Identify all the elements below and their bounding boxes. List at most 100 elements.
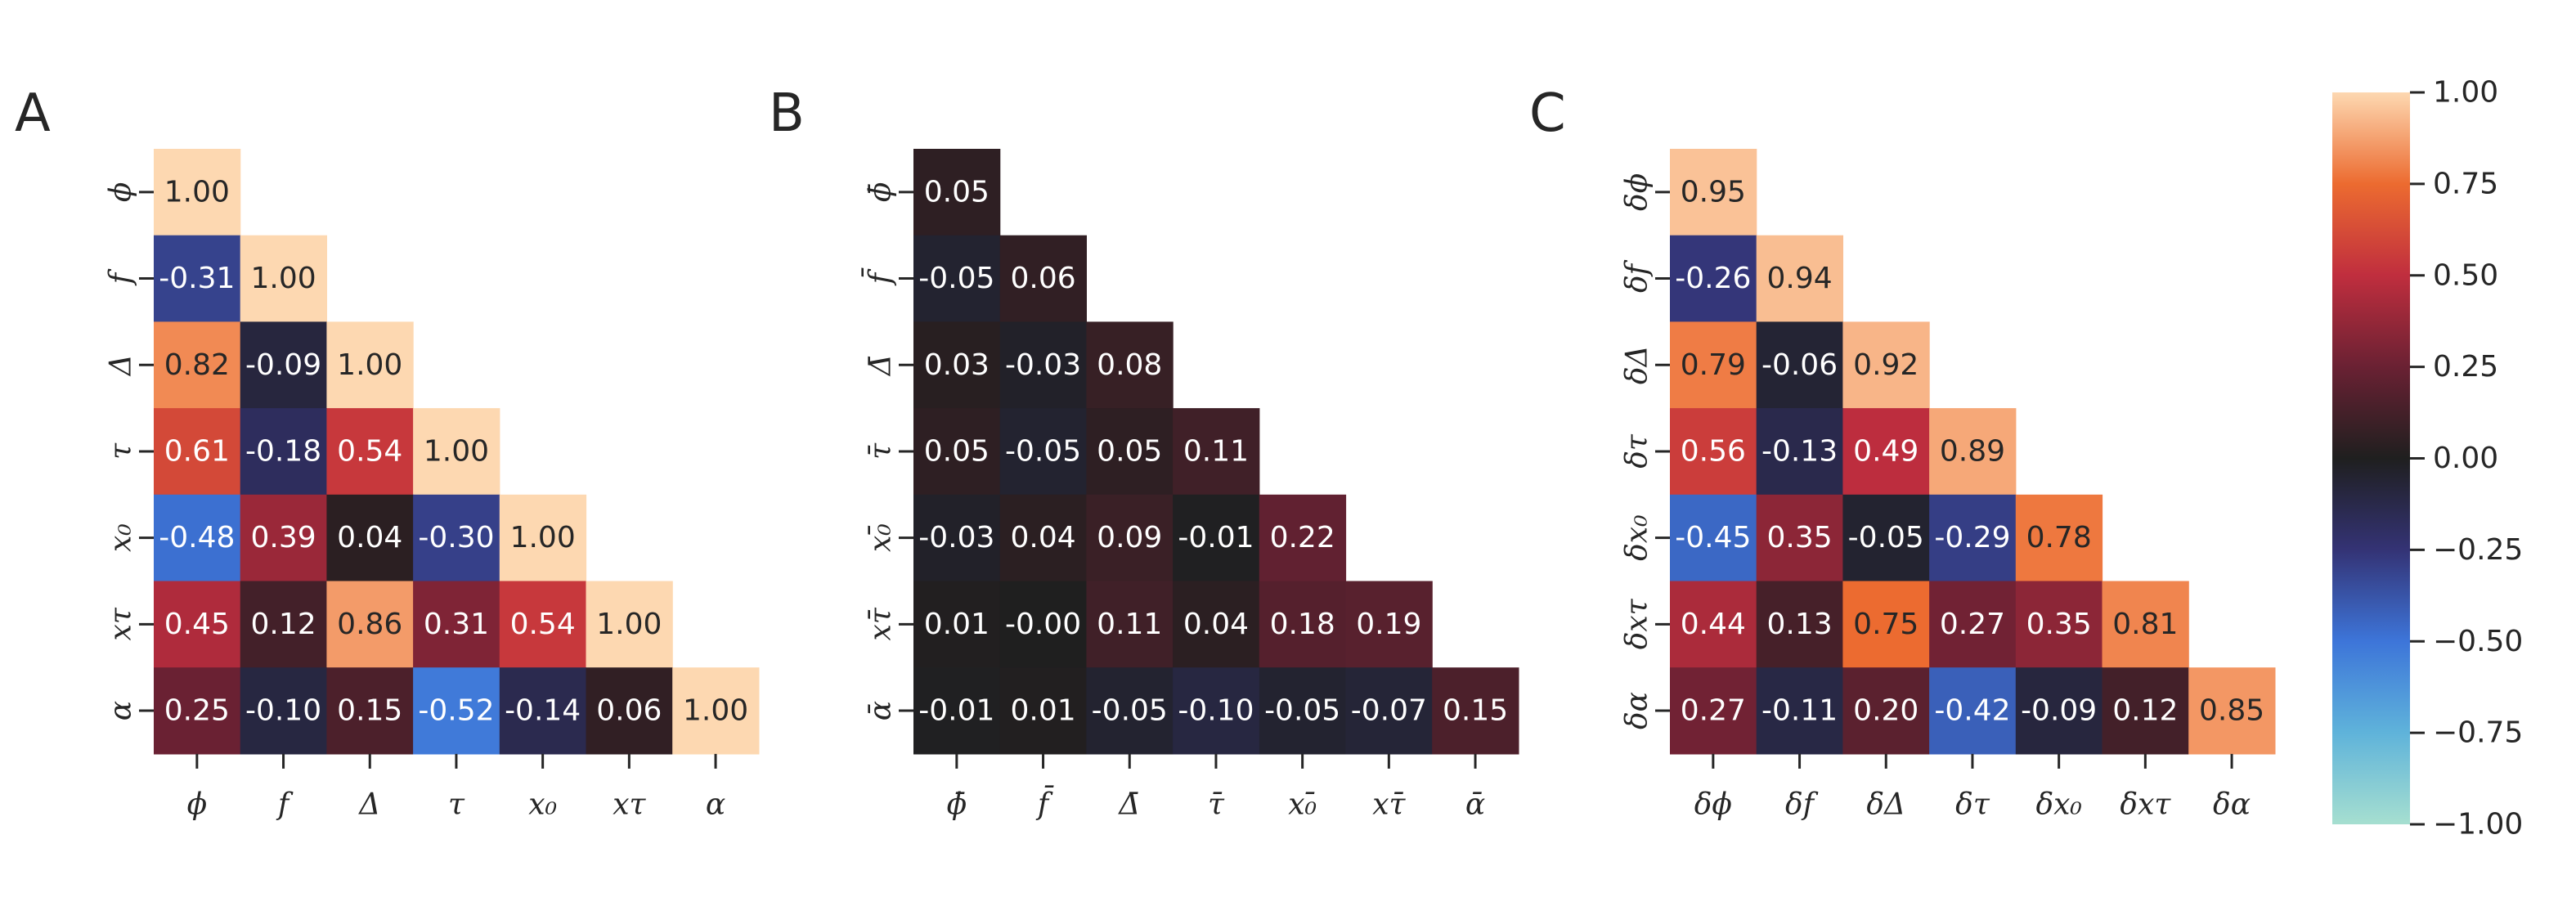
heatmap-cell	[1670, 321, 1757, 409]
x-tick-label: x₀̄	[1288, 788, 1317, 821]
colorbar-tick-label: −1.00	[2433, 808, 2523, 841]
heatmap-cell	[913, 667, 1001, 755]
cell-value-label: 0.78	[2026, 521, 2092, 554]
cell-value-label: 0.81	[2112, 608, 2178, 641]
heatmap-cell	[999, 581, 1087, 668]
heatmap-cell	[240, 408, 327, 496]
x-tick-label: x₀	[528, 788, 557, 821]
cell-value-label: 0.31	[424, 608, 489, 641]
cell-value-label: 0.35	[1766, 521, 1832, 554]
cell-value-label: 0.89	[1940, 434, 2005, 468]
cell-value-label: 0.06	[1010, 262, 1075, 295]
cell-value-label: 0.82	[164, 348, 230, 382]
cell-value-label: -0.30	[418, 521, 494, 554]
cell-value-label: -0.29	[1934, 521, 2010, 554]
heatmap-cell	[999, 235, 1087, 322]
heatmap-cell	[326, 667, 414, 755]
y-tick-label: Δ̄	[864, 354, 898, 377]
y-tick-label: δf	[1621, 259, 1654, 293]
heatmap-cell	[1842, 667, 1930, 755]
heatmap-cell	[1670, 581, 1757, 668]
x-tick-label: ϕ̄	[947, 788, 967, 821]
cell-value-label: 0.86	[337, 608, 402, 641]
heatmap-cell	[1259, 667, 1347, 755]
cell-value-label: 0.04	[1183, 608, 1249, 641]
heatmap-cell	[586, 581, 673, 668]
heatmap-cell	[1086, 494, 1174, 582]
heatmap-cell	[1842, 408, 1930, 496]
heatmap-cell	[1345, 667, 1433, 755]
cell-value-label: -0.05	[1264, 694, 1340, 728]
cell-value-label: -0.13	[1761, 434, 1838, 468]
heatmap-cell	[326, 494, 414, 582]
heatmap-cell	[154, 149, 241, 236]
colorbar: 1.00 0.75 0.50 0.25 0.00 −0.25 −0.50 −0.75 −1.00	[2332, 76, 2523, 841]
heatmap-panel-c: C 0.95 -0.26 0.94 0.79 -0.06 0.92 0.56 -0.13 0.49…	[1529, 83, 2276, 821]
colorbar-tick-label: −0.25	[2433, 533, 2523, 567]
colorbar-tick-label: 0.25	[2433, 350, 2498, 384]
cell-value-label: 1.00	[596, 608, 662, 641]
y-tick-label: δα	[1621, 692, 1654, 729]
cell-value-label: -0.52	[418, 694, 494, 728]
heatmap-cell	[2102, 581, 2189, 668]
panel-label: B	[769, 83, 805, 144]
cell-value-label: 0.05	[924, 434, 990, 468]
cell-value-label: 0.12	[250, 608, 316, 641]
colorbar-tick-label: −0.50	[2433, 625, 2523, 658]
y-tick-label: f̄	[862, 267, 898, 286]
x-tick-label: xτ̄	[1372, 788, 1406, 821]
cell-value-label: 1.00	[510, 521, 576, 554]
cell-value-label: -0.05	[1848, 521, 1924, 554]
cell-value-label: 0.44	[1681, 608, 1746, 641]
heatmap-cell	[1259, 581, 1347, 668]
heatmap-cell	[1259, 494, 1347, 582]
heatmap-cell	[672, 667, 760, 755]
cell-value-label: -0.26	[1675, 262, 1751, 295]
heatmap-cell	[154, 581, 241, 668]
heatmap-cell	[326, 321, 414, 409]
y-tick-label: x₀̄	[864, 523, 898, 552]
heatmap-cell	[913, 235, 1001, 322]
cell-value-label: 0.94	[1766, 262, 1832, 295]
heatmap-cell	[2188, 667, 2276, 755]
colorbar-tick-label: −0.75	[2433, 716, 2523, 750]
x-tick-label: δτ	[1955, 788, 1990, 821]
heatmap-cell	[1842, 321, 1930, 409]
cell-value-label: 0.05	[1097, 434, 1162, 468]
heatmap-cell	[586, 667, 673, 755]
x-tick-label: f̄	[1035, 786, 1054, 822]
cell-value-label: -0.09	[2021, 694, 2097, 728]
cell-value-label: -0.42	[1934, 694, 2010, 728]
heatmap-cell	[2015, 581, 2103, 668]
y-tick-label: ᾱ	[864, 701, 898, 720]
x-tick-label: f	[276, 788, 294, 821]
cell-value-label: 0.19	[1356, 608, 1421, 641]
cell-value-label: 0.09	[1097, 521, 1162, 554]
cell-value-label: -0.01	[1178, 521, 1254, 554]
x-tick-label: δϕ	[1694, 788, 1732, 821]
heatmap-cell	[413, 408, 500, 496]
heatmap-cell	[1929, 667, 2017, 755]
cell-value-label: -0.31	[159, 262, 235, 295]
heatmap-cell	[1756, 321, 1843, 409]
heatmap-cell	[154, 408, 241, 496]
cell-value-label: -0.18	[245, 434, 321, 468]
heatmap-panel-b: B 0.05 -0.05 0.06 0.03 -0.03 0.08 0.05 -0.05 0.05…	[769, 83, 1519, 821]
cell-value-label: -0.14	[505, 694, 581, 728]
cell-value-label: -0.03	[1005, 348, 1081, 382]
heatmap-cell	[999, 408, 1087, 496]
cell-value-label: 0.56	[1681, 434, 1746, 468]
cell-value-label: 0.08	[1097, 348, 1162, 382]
x-tick-label: α	[706, 788, 725, 821]
cell-value-label: -0.06	[1761, 348, 1838, 382]
cell-value-label: 1.00	[164, 175, 230, 209]
y-tick-label: ϕ	[105, 182, 138, 203]
panel-label: C	[1529, 83, 1566, 144]
heatmap-cell	[1086, 581, 1174, 668]
colorbar-tick-label: 0.75	[2433, 167, 2498, 200]
cell-value-label: -0.45	[1675, 521, 1751, 554]
cell-value-label: 0.18	[1270, 608, 1335, 641]
colorbar-tick-label: 0.50	[2433, 258, 2498, 292]
heatmap-cell	[913, 149, 1001, 236]
